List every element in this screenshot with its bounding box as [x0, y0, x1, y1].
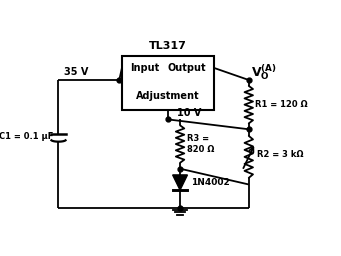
Polygon shape — [173, 175, 188, 190]
Text: Input: Input — [130, 63, 159, 73]
Bar — [122, 56, 214, 110]
Text: 1N4002: 1N4002 — [191, 178, 229, 187]
Text: R1 = 120 Ω: R1 = 120 Ω — [255, 100, 308, 109]
Text: R2 = 3 kΩ: R2 = 3 kΩ — [257, 151, 303, 159]
Text: R3 =
820 Ω: R3 = 820 Ω — [187, 134, 214, 154]
Text: Output: Output — [168, 63, 206, 73]
Text: $\mathbf{V}_\mathbf{O}^{\mathbf{(A)}}$: $\mathbf{V}_\mathbf{O}^{\mathbf{(A)}}$ — [251, 63, 277, 82]
Text: Adjustment: Adjustment — [136, 91, 200, 101]
Text: 10 V: 10 V — [177, 108, 202, 118]
Text: 35 V: 35 V — [64, 67, 88, 77]
Text: C1 = 0.1 μF: C1 = 0.1 μF — [0, 132, 53, 141]
Text: TL317: TL317 — [149, 41, 187, 51]
